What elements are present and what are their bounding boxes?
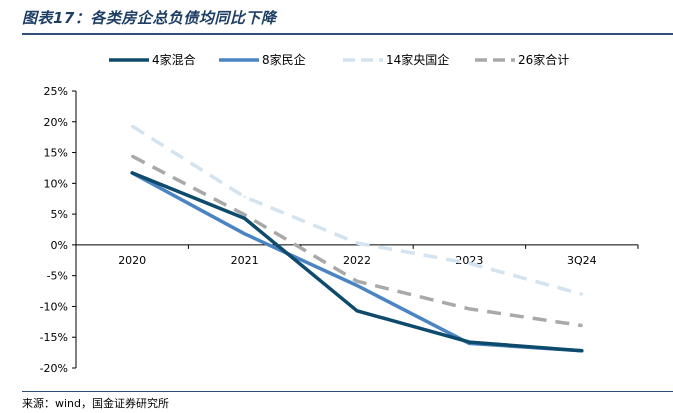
chart: 4家混合 8家民企 14家央国企 26家合计 25% 20% 15% 10% 5% 0% -5% -… [40,52,639,375]
legend-label: 4家混合 [152,52,196,67]
y-tick-label: -20% [40,362,68,375]
y-axis: 25% 20% 15% 10% 5% 0% -5% -10% -15% -20% [40,85,77,375]
data-point [468,340,471,344]
data-point [580,324,583,327]
legend-item-4: 26家合计 [475,52,569,67]
series-line-4 [131,154,583,328]
data-point [580,349,583,352]
data-point [131,171,134,175]
data-point [243,213,246,216]
data-point [131,155,134,158]
data-point [243,195,246,199]
y-tick-label: 10% [44,177,68,190]
y-tick-label: 0% [51,239,68,252]
y-tick-label: -15% [40,331,68,344]
data-point [131,124,134,128]
source-note: 来源：wind，国金证券研究所 [22,397,170,410]
data-point [468,262,471,265]
y-tick-label: -10% [40,300,68,313]
y-tick-label: 20% [44,116,68,129]
title-divider [22,33,673,35]
chart-title: 图表17：各类房企总负债均同比下降 [22,9,277,27]
legend-item-2: 8家民企 [219,52,306,67]
footer-divider [22,391,673,392]
x-tick-label: 2021 [231,254,259,267]
x-tick-label: 3Q24 [567,254,597,267]
legend-item-3: 14家央国企 [343,52,449,67]
x-axis: 2020 2021 2022 2023 3Q24 [75,244,639,267]
x-tick-label: 2022 [343,254,371,267]
data-point [355,309,359,312]
data-point [580,292,583,296]
data-point [355,241,359,245]
x-tick-label: 2020 [118,254,146,267]
legend-label: 14家央国企 [386,52,449,67]
legend-item-1: 4家混合 [109,52,196,67]
data-point [468,307,471,311]
legend: 4家混合 8家民企 14家央国企 26家合计 [109,52,569,67]
data-point [243,232,246,236]
series-lines [130,124,584,353]
data-point [355,284,359,287]
y-tick-label: 5% [51,208,68,221]
y-tick-label: 25% [44,85,68,98]
data-point [243,217,246,220]
legend-label: 8家民企 [262,52,306,67]
y-tick-label: 15% [44,147,68,160]
data-point [355,280,359,283]
y-tick-label: -5% [47,270,68,283]
legend-label: 26家合计 [518,52,569,67]
